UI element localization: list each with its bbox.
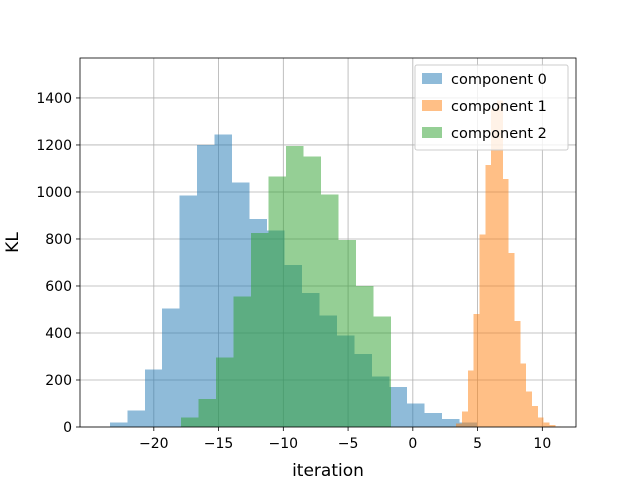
x-tick-label: 0 — [408, 436, 417, 452]
x-tick-label: −5 — [338, 436, 359, 452]
legend: component 0 component 1 component 2 — [414, 64, 569, 151]
histogram-bar — [320, 194, 339, 427]
histogram-bar — [355, 285, 374, 427]
plot-frame — [79, 57, 577, 428]
series-2-bars — [181, 146, 391, 427]
histogram-bar — [215, 357, 234, 427]
histogram-bar — [549, 425, 556, 427]
legend-swatch — [422, 127, 442, 138]
histogram-bar — [491, 108, 498, 427]
histogram-bar — [537, 417, 544, 427]
bars — [109, 100, 562, 428]
histogram-bar — [127, 410, 145, 427]
histogram-bar — [462, 411, 468, 427]
histogram-bar — [303, 156, 321, 427]
histogram-bar — [389, 387, 407, 427]
histogram-bar — [197, 144, 215, 427]
y-tick-label: 0 — [63, 420, 72, 436]
y-tick-label: 600 — [45, 279, 72, 295]
histogram-bar — [338, 240, 356, 427]
histogram-bar — [479, 234, 486, 427]
series-1-bars — [456, 100, 562, 428]
histogram-bar — [181, 417, 199, 427]
x-tick-label: 10 — [533, 436, 551, 452]
histogram-bar — [526, 391, 532, 427]
histogram-bar — [456, 423, 463, 427]
y-tick-label: 1000 — [36, 185, 72, 201]
x-tick-label: −20 — [139, 436, 169, 452]
histogram-bar — [441, 418, 460, 427]
histogram-bar — [406, 403, 425, 427]
y-tick-label: 400 — [45, 326, 72, 342]
y-axis-label: KL — [3, 232, 23, 253]
histogram-bar — [531, 405, 538, 427]
histogram-bar — [467, 370, 474, 427]
x-axis-label: iteration — [292, 461, 364, 480]
histogram-bar — [508, 253, 515, 427]
histogram-bar — [514, 321, 521, 427]
y-tick-label: 1200 — [36, 138, 72, 154]
histogram-bar — [502, 179, 509, 427]
histogram-bar — [109, 422, 128, 427]
histogram-bar — [250, 233, 269, 427]
x-tick-label: −10 — [269, 436, 299, 452]
legend-box — [414, 64, 569, 151]
histogram-bar — [233, 296, 251, 427]
legend-label: component 2 — [451, 126, 547, 142]
histogram-bar — [473, 314, 480, 427]
x-tick-label: 5 — [473, 436, 482, 452]
histogram-bar — [285, 146, 304, 427]
legend-swatch — [422, 100, 442, 111]
x-tick-label: −15 — [204, 436, 234, 452]
histogram-bar — [268, 176, 286, 427]
histogram-bar — [179, 195, 198, 427]
histogram-bar — [424, 412, 442, 427]
y-tick-label: 1400 — [36, 91, 72, 107]
histogram-bar — [144, 369, 163, 427]
y-tick-label: 200 — [45, 373, 72, 389]
histogram-bar — [162, 308, 180, 427]
legend-label: component 1 — [451, 99, 547, 115]
ticks: −20 −15 −10 −5 0 5 10 0 200 400 600 800 1000 1200 1400 — [36, 91, 551, 452]
histogram-bar — [543, 422, 550, 427]
histogram-bar — [520, 363, 527, 427]
y-tick-label: 800 — [45, 232, 72, 248]
legend-label: component 0 — [451, 72, 547, 88]
histogram-bar — [214, 134, 233, 427]
histogram-bar — [373, 316, 391, 427]
legend-swatch — [422, 73, 442, 84]
histogram-bar — [198, 398, 216, 427]
histogram-bar — [485, 164, 492, 427]
histogram-bar — [497, 100, 503, 428]
